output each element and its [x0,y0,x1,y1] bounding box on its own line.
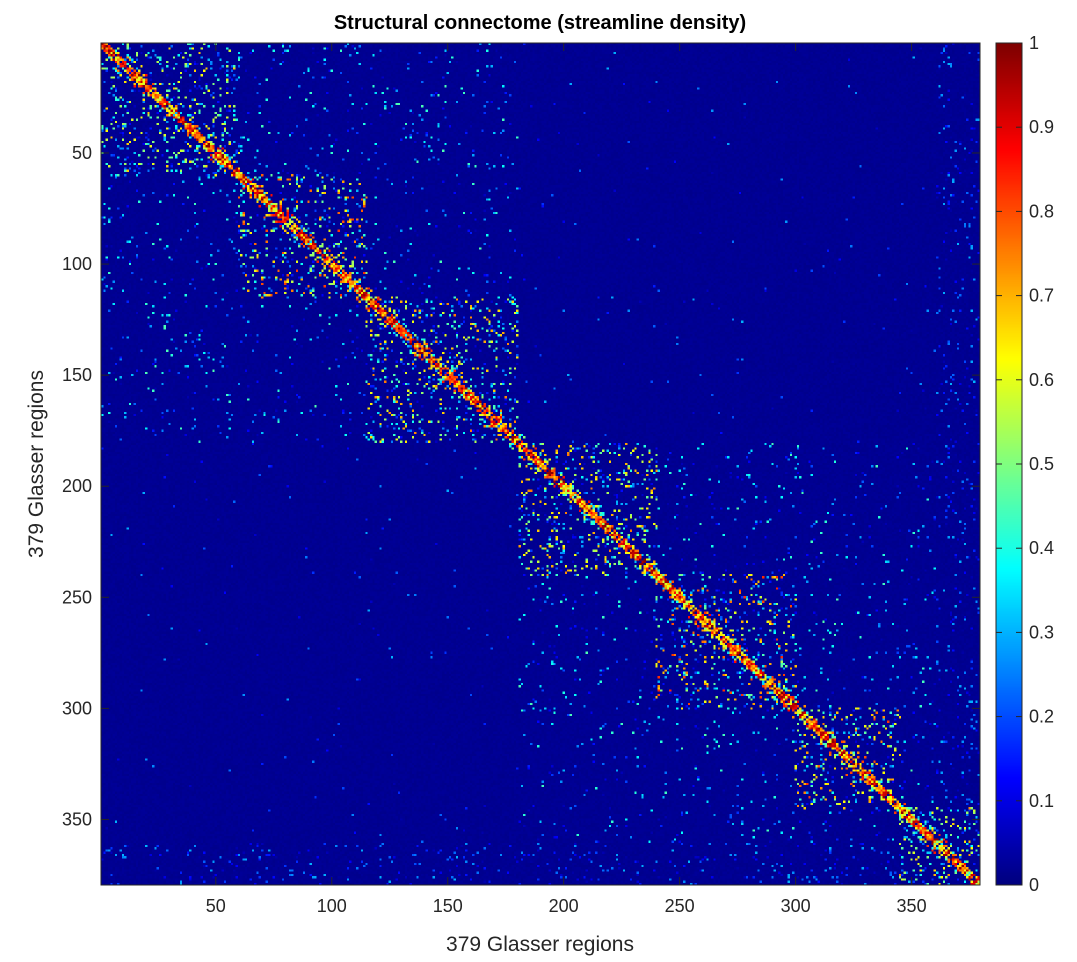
y-tick-label: 300 [62,698,92,718]
x-tick-label: 300 [781,896,811,916]
y-tick-label: 100 [62,254,92,274]
colorbar-tick-label: 0.8 [1029,201,1054,221]
colorbar-tick-label: 0.9 [1029,117,1054,137]
colorbar-tick-label: 0.6 [1029,370,1054,390]
y-axis-label: 379 Glasser regions [25,370,48,558]
colorbar-tick-label: 1 [1029,33,1039,53]
colorbar-tick-label: 0.5 [1029,454,1054,474]
colorbar-tick-label: 0 [1029,875,1039,895]
x-tick-label: 150 [433,896,463,916]
y-tick-label: 250 [62,587,92,607]
y-tick-label: 50 [72,143,92,163]
x-tick-label: 200 [549,896,579,916]
colorbar-tick-label: 0.1 [1029,791,1054,811]
chart-title: Structural connectome (streamline densit… [334,12,746,34]
y-axis-ticks: 50 100 150 200 250 300 350 [62,143,980,829]
x-tick-label: 350 [897,896,927,916]
x-tick-label: 100 [317,896,347,916]
x-tick-label: 250 [665,896,695,916]
x-axis-label: 379 Glasser regions [446,933,634,956]
y-tick-label: 350 [62,809,92,829]
colorbar-tick-label: 0.4 [1029,538,1054,558]
colorbar-tick-label: 0.2 [1029,707,1054,727]
plot-frame [100,42,981,886]
x-axis-ticks: 50 100 150 200 250 300 350 [206,43,927,916]
colorbar-tick-label: 0.7 [1029,286,1054,306]
colorbar-tick-label: 0.3 [1029,622,1054,642]
x-tick-label: 50 [206,896,226,916]
y-tick-label: 200 [62,476,92,496]
connectivity-matrix [101,43,980,885]
colorbar-ticks: 0 0.1 0.2 0.3 0.4 0.5 0.6 0.7 0.8 0.9 1 [996,33,1054,895]
y-tick-label: 150 [62,365,92,385]
